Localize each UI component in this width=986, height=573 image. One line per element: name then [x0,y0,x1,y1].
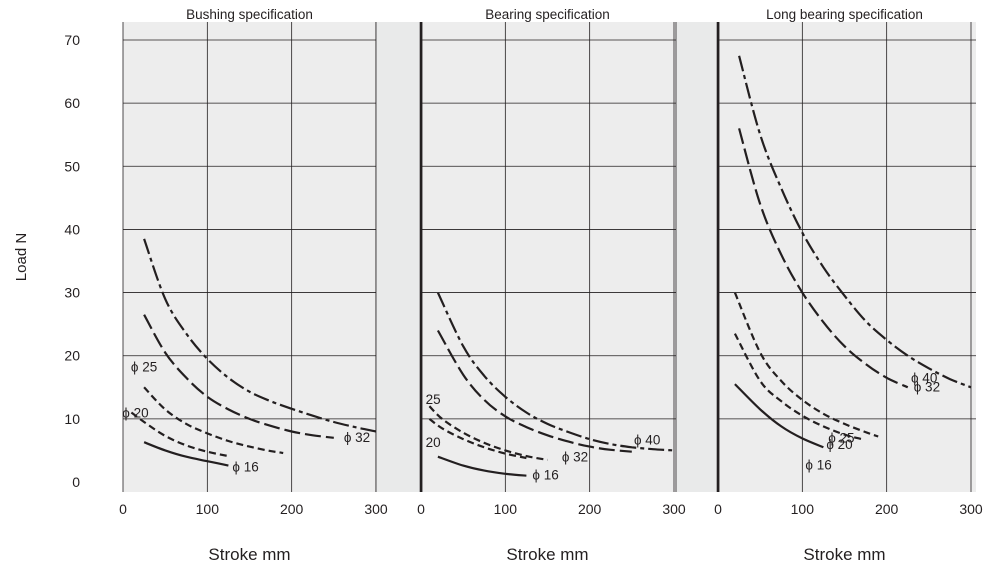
series-label: ϕ 20 [122,406,148,421]
x-tick-label: 0 [714,501,722,517]
series-curve [428,405,548,461]
y-tick-label: 70 [64,32,80,48]
series-label: ϕ 40 [634,432,660,447]
series-curve [738,55,972,389]
x-tick-label: 200 [578,501,602,517]
series-curve [143,441,229,467]
x-tick-label: 0 [417,501,425,517]
y-tick-label: 50 [64,158,80,174]
y-tick-label: 20 [64,348,80,364]
series-curve [733,333,862,441]
series-curve [738,128,909,389]
x-tick-label: 200 [280,501,304,517]
panel-title: Bushing specification [186,7,313,22]
panel-gap [676,22,718,492]
series-curve [143,238,377,433]
series-label: ϕ 20 [826,437,852,452]
series-label: ϕ 32 [344,430,370,445]
y-axis-label: Load N [13,233,30,281]
series-label: ϕ 16 [805,457,831,472]
panel-title: Bearing specification [485,7,610,22]
x-axis-label: Stroke mm [803,545,885,564]
series-label: ϕ 25 [131,359,157,374]
x-tick-label: 300 [662,501,686,517]
series-label: ϕ 25 [828,431,854,446]
x-tick-label: 100 [196,501,220,517]
x-tick-label: 300 [959,501,983,517]
series-curve [733,292,879,438]
series-label: ϕ 16 [532,468,558,483]
series-curve [436,329,632,453]
x-tick-label: 200 [875,501,899,517]
panel-gap [376,22,421,492]
y-tick-label: 0 [72,474,80,490]
x-tick-label: 100 [494,501,518,517]
x-tick-label: 100 [791,501,815,517]
series-curve [437,455,527,477]
series-label: ϕ 40 [911,370,937,385]
y-tick-label: 40 [64,221,80,237]
x-axis-label: Stroke mm [208,545,290,564]
y-tick-label: 60 [64,95,80,111]
y-tick-label: 10 [64,411,80,427]
series-label: ϕ 16 [232,460,258,475]
plot-background [123,22,976,492]
series-curve [428,418,527,460]
series-curve [436,292,675,452]
series-curve [130,411,229,458]
x-axis-label: Stroke mm [506,545,588,564]
series-curve [143,314,334,439]
series-curve [734,383,824,449]
x-tick-label: 300 [364,501,388,517]
series-label: ϕ 32 [562,450,588,465]
y-tick-label: 30 [64,285,80,301]
series-label: ϕ 32 [914,379,940,394]
panel-title: Long bearing specification [766,7,923,22]
x-tick-label: 0 [119,501,127,517]
series-curve [143,386,284,455]
